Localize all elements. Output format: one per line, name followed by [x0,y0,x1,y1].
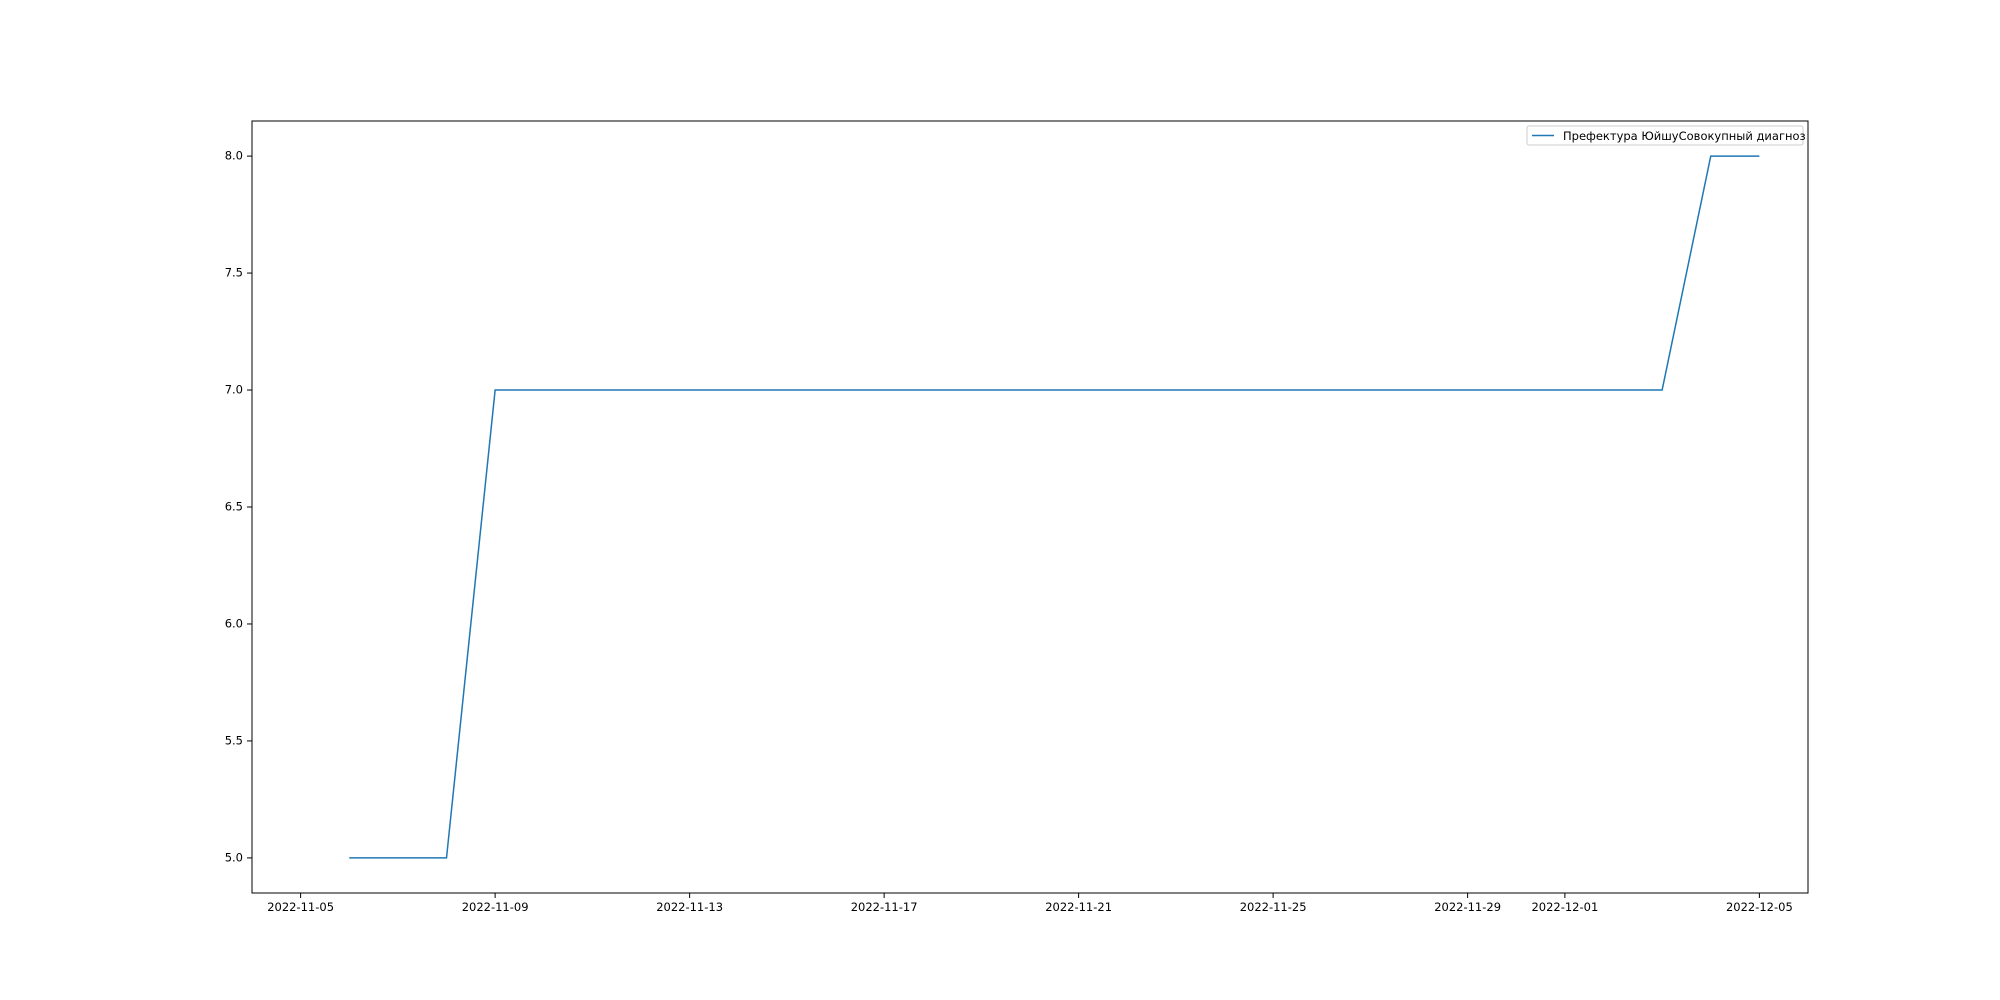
y-tick-label: 5.0 [225,850,243,864]
plot-area [349,155,1760,859]
y-tick-label: 6.0 [225,616,243,630]
x-tick-label: 2022-12-05 [1726,900,1793,914]
y-tick-label: 5.5 [225,733,243,747]
legend: Префектура ЮйшуСовокупный диагноз [1526,125,1806,146]
x-tick-label: 2022-11-09 [462,900,529,914]
x-axis: 2022-11-05 2022-11-09 2022-11-13 2022-11-17… [267,893,1793,914]
y-tick-label: 8.0 [225,149,243,163]
plot-frame [251,120,1809,894]
legend-label: Префектура ЮйшуСовокупный диагноз [1563,129,1806,143]
y-tick-label: 7.5 [225,266,243,280]
x-tick-label: 2022-11-21 [1045,900,1112,914]
y-tick-label: 6.5 [225,500,243,514]
y-tick-label: 7.0 [225,383,243,397]
x-tick-label: 2022-11-25 [1240,900,1307,914]
y-axis: 5.0 5.5 6.0 6.5 7.0 7.5 8.0 [225,149,252,864]
x-tick-label: 2022-11-13 [656,900,723,914]
x-tick-label: 2022-12-01 [1531,900,1598,914]
x-tick-label: 2022-11-05 [267,900,334,914]
x-tick-label: 2022-11-17 [851,900,918,914]
x-tick-label: 2022-11-29 [1434,900,1501,914]
legend-box [1526,125,1804,146]
series-line-0 [349,155,1760,859]
